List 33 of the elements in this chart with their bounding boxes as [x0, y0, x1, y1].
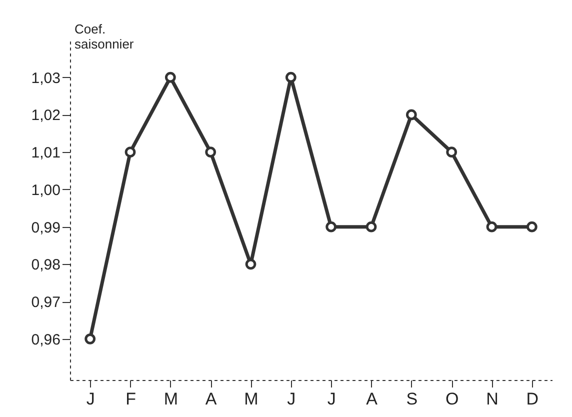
point: [245, 258, 256, 270]
x-tick-label: N: [486, 390, 498, 408]
point: [124, 146, 136, 158]
point: [326, 221, 337, 232]
x-tick-label: A: [366, 390, 378, 408]
x-tick-label: M: [244, 390, 258, 408]
point: [164, 72, 176, 83]
x-tick-label: J: [327, 390, 336, 408]
y-tick-label: 0,96: [31, 331, 60, 348]
y-tick-label: 0,99: [31, 219, 60, 236]
y-axis-title: Coef. saisonnier: [74, 22, 134, 52]
x-tick-label: S: [406, 390, 418, 408]
x-tick-label: A: [205, 390, 218, 408]
x-tick-label: J: [86, 390, 95, 408]
y-tick-label: 1,00: [31, 182, 60, 199]
point: [366, 221, 377, 232]
x-tick-label: O: [445, 390, 459, 408]
point: [526, 221, 538, 232]
x-tick-label: F: [126, 390, 136, 408]
point: [285, 72, 296, 83]
y-tick-label: 1,01: [31, 144, 60, 162]
y-tick-label: 0,98: [31, 256, 60, 274]
point: [446, 146, 458, 158]
y-tick-label: 1,03: [31, 70, 60, 87]
point: [406, 109, 417, 120]
point: [205, 146, 216, 158]
y-tick-label: 0,97: [31, 294, 60, 312]
x-tick-label: M: [164, 390, 178, 408]
x-tick-label: J: [287, 390, 296, 408]
x-tick-label: D: [526, 390, 539, 408]
point: [486, 221, 498, 232]
y-tick-label: 1,02: [31, 107, 60, 124]
point: [84, 333, 96, 344]
